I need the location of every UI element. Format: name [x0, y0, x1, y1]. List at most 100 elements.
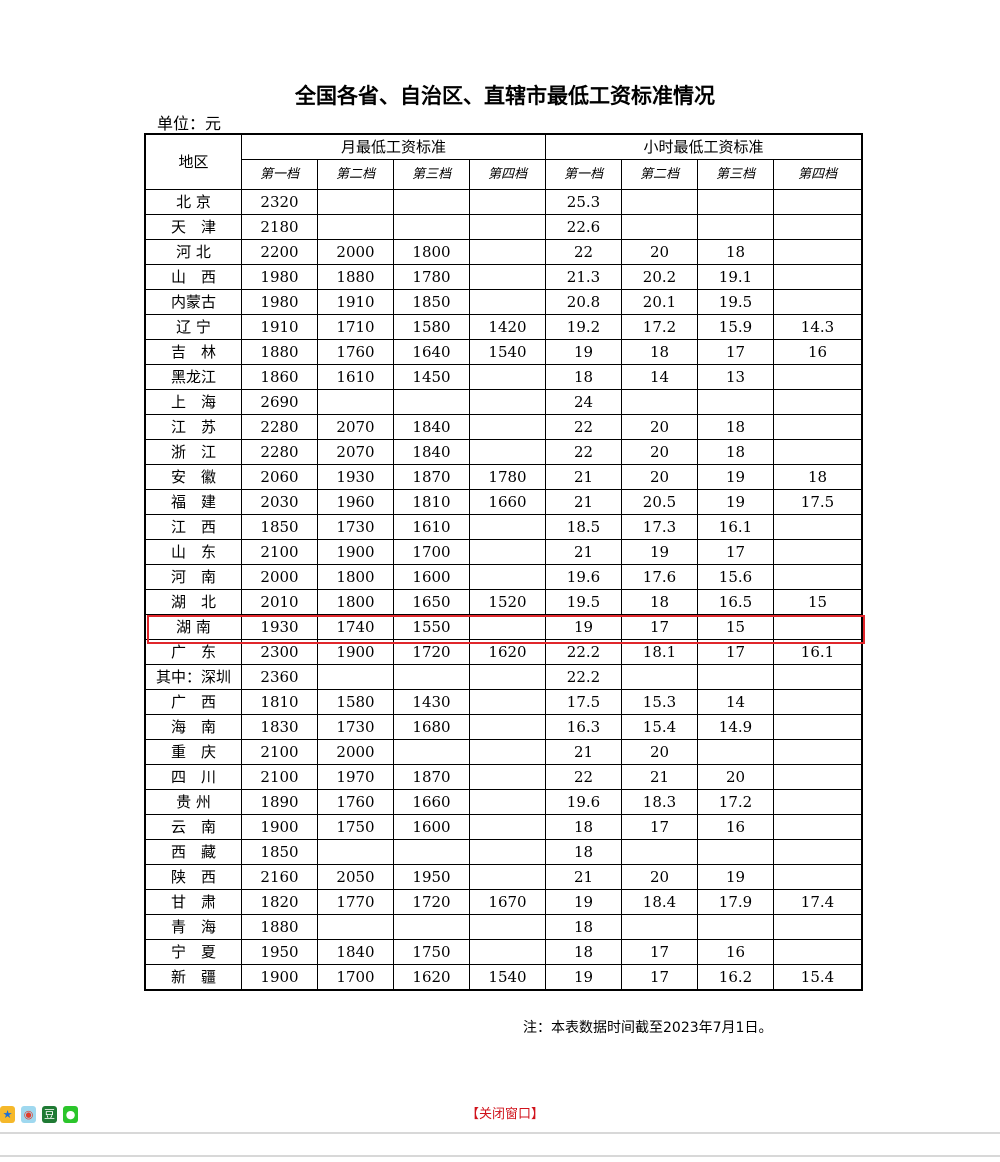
- weibo-icon[interactable]: ◉: [21, 1106, 36, 1123]
- value-cell: [469, 214, 546, 240]
- region-cell: 江 西: [144, 514, 242, 540]
- value-cell: 1870: [393, 764, 470, 790]
- close-window-link[interactable]: 【关闭窗口】: [466, 1107, 545, 1122]
- page-title: 全国各省、自治区、直辖市最低工资标准情况: [295, 84, 715, 108]
- value-cell: 20.5: [621, 489, 698, 515]
- value-cell: 1950: [241, 939, 318, 965]
- value-cell: 19: [697, 489, 774, 515]
- value-cell: [621, 389, 698, 415]
- value-cell: 1670: [469, 889, 546, 915]
- qzone-icon[interactable]: ★: [0, 1106, 15, 1123]
- value-cell: [469, 389, 546, 415]
- value-cell: [773, 614, 863, 640]
- value-cell: 20: [621, 439, 698, 465]
- value-cell: 1430: [393, 689, 470, 715]
- value-cell: [773, 664, 863, 690]
- value-cell: 2000: [317, 739, 394, 765]
- value-cell: [469, 189, 546, 215]
- value-cell: 2100: [241, 739, 318, 765]
- value-cell: 25.3: [545, 189, 622, 215]
- value-cell: 1780: [469, 464, 546, 490]
- share-icons: ★ ◉ 豆 ●: [0, 1106, 78, 1123]
- value-cell: 1580: [393, 314, 470, 340]
- value-cell: 17: [621, 939, 698, 965]
- region-cell: 四 川: [144, 764, 242, 790]
- value-cell: 13: [697, 364, 774, 390]
- value-cell: 15.4: [773, 964, 863, 991]
- value-cell: 21: [545, 464, 622, 490]
- value-cell: 20: [621, 414, 698, 440]
- value-cell: [621, 839, 698, 865]
- value-cell: 16: [773, 339, 863, 365]
- region-cell: 辽 宁: [144, 314, 242, 340]
- value-cell: 1890: [241, 789, 318, 815]
- value-cell: 19: [545, 889, 622, 915]
- value-cell: 19: [697, 464, 774, 490]
- value-cell: 18: [545, 364, 622, 390]
- value-cell: 15: [697, 614, 774, 640]
- value-cell: 1760: [317, 789, 394, 815]
- table-row: 宁 夏 1950 1840 1750 18 17 16: [144, 939, 863, 965]
- value-cell: 19: [621, 539, 698, 565]
- value-cell: [469, 439, 546, 465]
- value-cell: 2320: [241, 189, 318, 215]
- value-cell: 19.5: [697, 289, 774, 315]
- value-cell: 19: [545, 339, 622, 365]
- value-cell: [393, 214, 470, 240]
- value-cell: [317, 839, 394, 865]
- value-cell: 18.4: [621, 889, 698, 915]
- value-cell: [773, 264, 863, 290]
- value-cell: 22.2: [545, 639, 622, 665]
- value-cell: [469, 939, 546, 965]
- value-cell: [469, 614, 546, 640]
- value-cell: [393, 914, 470, 940]
- value-cell: 20.1: [621, 289, 698, 315]
- value-cell: 18.1: [621, 639, 698, 665]
- value-cell: [697, 389, 774, 415]
- value-cell: 17: [697, 339, 774, 365]
- value-cell: 24: [545, 389, 622, 415]
- value-cell: 17.9: [697, 889, 774, 915]
- value-cell: [697, 214, 774, 240]
- value-cell: 15.6: [697, 564, 774, 590]
- value-cell: 16.3: [545, 714, 622, 740]
- value-cell: 16.1: [697, 514, 774, 540]
- value-cell: [773, 739, 863, 765]
- value-cell: [773, 514, 863, 540]
- value-cell: 22: [545, 439, 622, 465]
- value-cell: 1850: [241, 514, 318, 540]
- table-row: 新 疆 1900 1700 1620 1540 19 17 16.2 15.4: [144, 964, 863, 991]
- wechat-icon[interactable]: ●: [63, 1106, 78, 1123]
- value-cell: 2060: [241, 464, 318, 490]
- table-row: 其中：深圳 2360 22.2: [144, 664, 863, 690]
- value-cell: 1750: [317, 814, 394, 840]
- value-cell: [773, 364, 863, 390]
- value-cell: 1700: [393, 539, 470, 565]
- table-row: 山 西 1980 1880 1780 21.3 20.2 19.1: [144, 264, 863, 290]
- value-cell: 1660: [393, 789, 470, 815]
- value-cell: [773, 289, 863, 315]
- value-cell: [773, 789, 863, 815]
- douban-icon[interactable]: 豆: [42, 1106, 57, 1123]
- region-cell: 河 南: [144, 564, 242, 590]
- value-cell: 21: [545, 864, 622, 890]
- value-cell: 18: [545, 839, 622, 865]
- value-cell: [697, 914, 774, 940]
- monthly-tier-3: 第三档: [393, 159, 470, 190]
- value-cell: [469, 764, 546, 790]
- value-cell: 19: [545, 614, 622, 640]
- value-cell: 1810: [241, 689, 318, 715]
- region-cell: 海 南: [144, 714, 242, 740]
- value-cell: 19.5: [545, 589, 622, 615]
- value-cell: 19.6: [545, 564, 622, 590]
- value-cell: [697, 739, 774, 765]
- value-cell: [773, 914, 863, 940]
- value-cell: 1850: [393, 289, 470, 315]
- table-row: 山 东 2100 1900 1700 21 19 17: [144, 539, 863, 565]
- value-cell: 1910: [317, 289, 394, 315]
- value-cell: 16.1: [773, 639, 863, 665]
- region-cell: 山 东: [144, 539, 242, 565]
- value-cell: 17.2: [621, 314, 698, 340]
- table-row: 辽 宁 1910 1710 1580 1420 19.2 17.2 15.9 14.3: [144, 314, 863, 340]
- value-cell: 1850: [241, 839, 318, 865]
